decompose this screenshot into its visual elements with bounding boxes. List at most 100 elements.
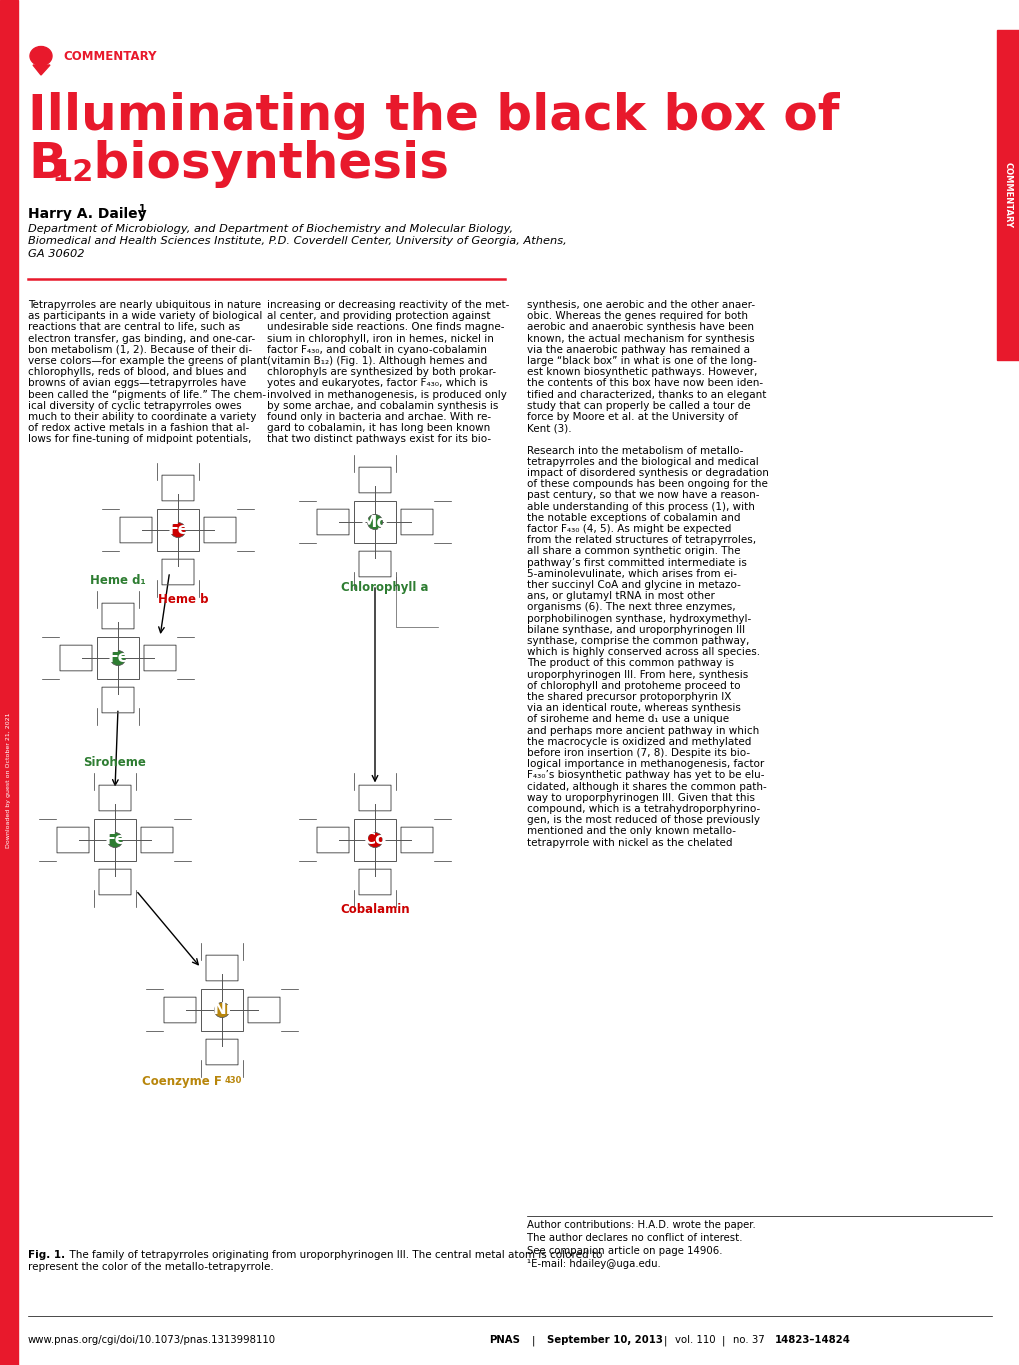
Text: via the anaerobic pathway has remained a: via the anaerobic pathway has remained a	[527, 345, 749, 355]
Text: via an identical route, whereas synthesis: via an identical route, whereas synthesi…	[527, 703, 740, 713]
Text: known, the actual mechanism for synthesis: known, the actual mechanism for synthesi…	[527, 333, 754, 344]
Text: reactions that are central to life, such as: reactions that are central to life, such…	[28, 322, 239, 333]
Text: obic. Whereas the genes required for both: obic. Whereas the genes required for bot…	[527, 311, 747, 321]
Text: COMMENTARY: COMMENTARY	[63, 49, 156, 63]
Text: Biomedical and Health Sciences Institute, P.D. Coverdell Center, University of G: Biomedical and Health Sciences Institute…	[28, 236, 567, 247]
Text: all share a common synthetic origin. The: all share a common synthetic origin. The	[527, 546, 740, 557]
Text: been called the “pigments of life.” The chem-: been called the “pigments of life.” The …	[28, 389, 266, 400]
Text: lows for fine-tuning of midpoint potentials,: lows for fine-tuning of midpoint potenti…	[28, 434, 251, 445]
Text: represent the color of the metallo-tetrapyrrole.: represent the color of the metallo-tetra…	[28, 1261, 273, 1272]
Text: electron transfer, gas binding, and one-car-: electron transfer, gas binding, and one-…	[28, 333, 255, 344]
Text: which is highly conserved across all species.: which is highly conserved across all spe…	[527, 647, 759, 657]
Bar	[996, 30, 1019, 360]
Text: Downloaded by guest on October 21, 2021: Downloaded by guest on October 21, 2021	[6, 713, 11, 848]
Text: of these compounds has been ongoing for the: of these compounds has been ongoing for …	[527, 479, 767, 489]
Text: September 10, 2013: September 10, 2013	[546, 1335, 662, 1345]
Text: Fe: Fe	[104, 833, 125, 848]
Text: 12: 12	[52, 158, 95, 187]
Text: Fig. 1.: Fig. 1.	[28, 1250, 65, 1260]
Text: organisms (6). The next three enzymes,: organisms (6). The next three enzymes,	[527, 602, 735, 613]
Text: force by Moore et al. at the University of: force by Moore et al. at the University …	[527, 412, 738, 422]
Text: Kent (3).: Kent (3).	[527, 423, 571, 433]
Text: chlorophyls are synthesized by both prokar-: chlorophyls are synthesized by both prok…	[267, 367, 495, 377]
Text: factor F₄₃₀, and cobalt in cyano-cobalamin: factor F₄₃₀, and cobalt in cyano-cobalam…	[267, 345, 486, 355]
Text: 14823–14824: 14823–14824	[774, 1335, 850, 1345]
Text: PNAS: PNAS	[489, 1335, 520, 1345]
Text: tified and characterized, thanks to an elegant: tified and characterized, thanks to an e…	[527, 389, 765, 400]
Circle shape	[107, 833, 122, 848]
Text: of redox active metals in a fashion that al-: of redox active metals in a fashion that…	[28, 423, 249, 433]
Text: 1: 1	[139, 203, 146, 214]
Text: The family of tetrapyrroles originating from uroporphyrinogen III. The central m: The family of tetrapyrroles originating …	[63, 1250, 602, 1260]
Text: F₄₃₀’s biosynthetic pathway has yet to be elu-: F₄₃₀’s biosynthetic pathway has yet to b…	[527, 770, 764, 781]
Text: synthase, comprise the common pathway,: synthase, comprise the common pathway,	[527, 636, 749, 646]
Text: Department of Microbiology, and Department of Biochemistry and Molecular Biology: Department of Microbiology, and Departme…	[28, 224, 513, 233]
Text: Mg: Mg	[361, 515, 388, 530]
Text: tetrapyrrole with nickel as the chelated: tetrapyrrole with nickel as the chelated	[527, 838, 732, 848]
Text: bilane synthase, and uroporphyrinogen III: bilane synthase, and uroporphyrinogen II…	[527, 625, 745, 635]
Text: study that can properly be called a tour de: study that can properly be called a tour…	[527, 401, 750, 411]
Text: compound, which is a tetrahydroporphyrino-: compound, which is a tetrahydroporphyrin…	[527, 804, 759, 814]
Text: Illuminating the black box of: Illuminating the black box of	[28, 91, 839, 141]
Text: GA 30602: GA 30602	[28, 248, 85, 259]
Text: vol. 110: vol. 110	[675, 1335, 715, 1345]
Text: gen, is the most reduced of those previously: gen, is the most reduced of those previo…	[527, 815, 759, 826]
Text: chlorophylls, reds of blood, and blues and: chlorophylls, reds of blood, and blues a…	[28, 367, 247, 377]
Text: Chlorophyll a: Chlorophyll a	[341, 580, 428, 594]
Text: Co: Co	[363, 833, 386, 848]
Text: B: B	[28, 141, 66, 188]
Text: undesirable side reactions. One finds magne-: undesirable side reactions. One finds ma…	[267, 322, 504, 333]
Text: logical importance in methanogenesis, factor: logical importance in methanogenesis, fa…	[527, 759, 763, 770]
Text: |: |	[531, 1335, 534, 1346]
Text: ans, or glutamyl tRNA in most other: ans, or glutamyl tRNA in most other	[527, 591, 714, 601]
Text: Heme d₁: Heme d₁	[90, 573, 146, 587]
Circle shape	[110, 651, 125, 666]
Text: Harry A. Dailey: Harry A. Dailey	[28, 207, 147, 221]
Text: by some archae, and cobalamin synthesis is: by some archae, and cobalamin synthesis …	[267, 401, 498, 411]
Text: tetrapyrroles and the biological and medical: tetrapyrroles and the biological and med…	[527, 457, 758, 467]
Text: ical diversity of cyclic tetrapyrroles owes: ical diversity of cyclic tetrapyrroles o…	[28, 401, 242, 411]
Text: of siroheme and heme d₁ use a unique: of siroheme and heme d₁ use a unique	[527, 714, 729, 725]
Text: est known biosynthetic pathways. However,: est known biosynthetic pathways. However…	[527, 367, 757, 377]
Text: |: |	[720, 1335, 723, 1346]
Circle shape	[367, 833, 382, 848]
Text: 5-aminolevulinate, which arises from ei-: 5-aminolevulinate, which arises from ei-	[527, 569, 737, 579]
Text: ther succinyl CoA and glycine in metazo-: ther succinyl CoA and glycine in metazo-	[527, 580, 740, 590]
Text: browns of avian eggs—tetrapyrroles have: browns of avian eggs—tetrapyrroles have	[28, 378, 246, 389]
Text: as participants in a wide variety of biological: as participants in a wide variety of bio…	[28, 311, 262, 321]
Text: ¹E-mail: hdailey@uga.edu.: ¹E-mail: hdailey@uga.edu.	[527, 1259, 660, 1269]
Text: factor F₄₃₀ (4, 5). As might be expected: factor F₄₃₀ (4, 5). As might be expected	[527, 524, 731, 534]
Text: able understanding of this process (1), with: able understanding of this process (1), …	[527, 501, 754, 512]
Text: sium in chlorophyll, iron in hemes, nickel in: sium in chlorophyll, iron in hemes, nick…	[267, 333, 493, 344]
Text: Author contributions: H.A.D. wrote the paper.: Author contributions: H.A.D. wrote the p…	[527, 1220, 755, 1230]
Text: and perhaps more ancient pathway in which: and perhaps more ancient pathway in whic…	[527, 726, 758, 736]
Text: involved in methanogenesis, is produced only: involved in methanogenesis, is produced …	[267, 389, 506, 400]
Text: Cobalamin: Cobalamin	[340, 904, 410, 916]
Circle shape	[214, 1002, 229, 1017]
Text: found only in bacteria and archae. With re-: found only in bacteria and archae. With …	[267, 412, 490, 422]
Text: the macrocycle is oxidized and methylated: the macrocycle is oxidized and methylate…	[527, 737, 751, 747]
Text: way to uroporphyrinogen III. Given that this: way to uroporphyrinogen III. Given that …	[527, 793, 754, 803]
Text: Coenzyme F: Coenzyme F	[142, 1076, 222, 1088]
Text: www.pnas.org/cgi/doi/10.1073/pnas.1313998110: www.pnas.org/cgi/doi/10.1073/pnas.131399…	[28, 1335, 276, 1345]
Text: al center, and providing protection against: al center, and providing protection agai…	[267, 311, 490, 321]
Bar	[0, 0, 18, 1365]
Text: Research into the metabolism of metallo-: Research into the metabolism of metallo-	[527, 445, 743, 456]
Text: gard to cobalamin, it has long been known: gard to cobalamin, it has long been know…	[267, 423, 490, 433]
Circle shape	[170, 523, 185, 538]
Text: that two distinct pathways exist for its bio-: that two distinct pathways exist for its…	[267, 434, 490, 445]
Text: verse colors—for example the greens of plant: verse colors—for example the greens of p…	[28, 356, 267, 366]
Text: the notable exceptions of cobalamin and: the notable exceptions of cobalamin and	[527, 513, 740, 523]
Text: Heme b: Heme b	[158, 592, 208, 606]
Polygon shape	[33, 66, 50, 75]
Text: See companion article on page 14906.: See companion article on page 14906.	[527, 1246, 721, 1256]
Text: |: |	[662, 1335, 666, 1346]
Text: Fe: Fe	[107, 651, 128, 666]
Text: from the related structures of tetrapyrroles,: from the related structures of tetrapyrr…	[527, 535, 755, 545]
Text: Ni: Ni	[212, 1002, 231, 1017]
Text: aerobic and anaerobic synthesis have been: aerobic and anaerobic synthesis have bee…	[527, 322, 753, 333]
Text: past century, so that we now have a reason-: past century, so that we now have a reas…	[527, 490, 759, 501]
Text: bon metabolism (1, 2). Because of their di-: bon metabolism (1, 2). Because of their …	[28, 345, 252, 355]
Text: impact of disordered synthesis or degradation: impact of disordered synthesis or degrad…	[527, 468, 768, 478]
Text: Tetrapyrroles are nearly ubiquitous in nature: Tetrapyrroles are nearly ubiquitous in n…	[28, 300, 261, 310]
